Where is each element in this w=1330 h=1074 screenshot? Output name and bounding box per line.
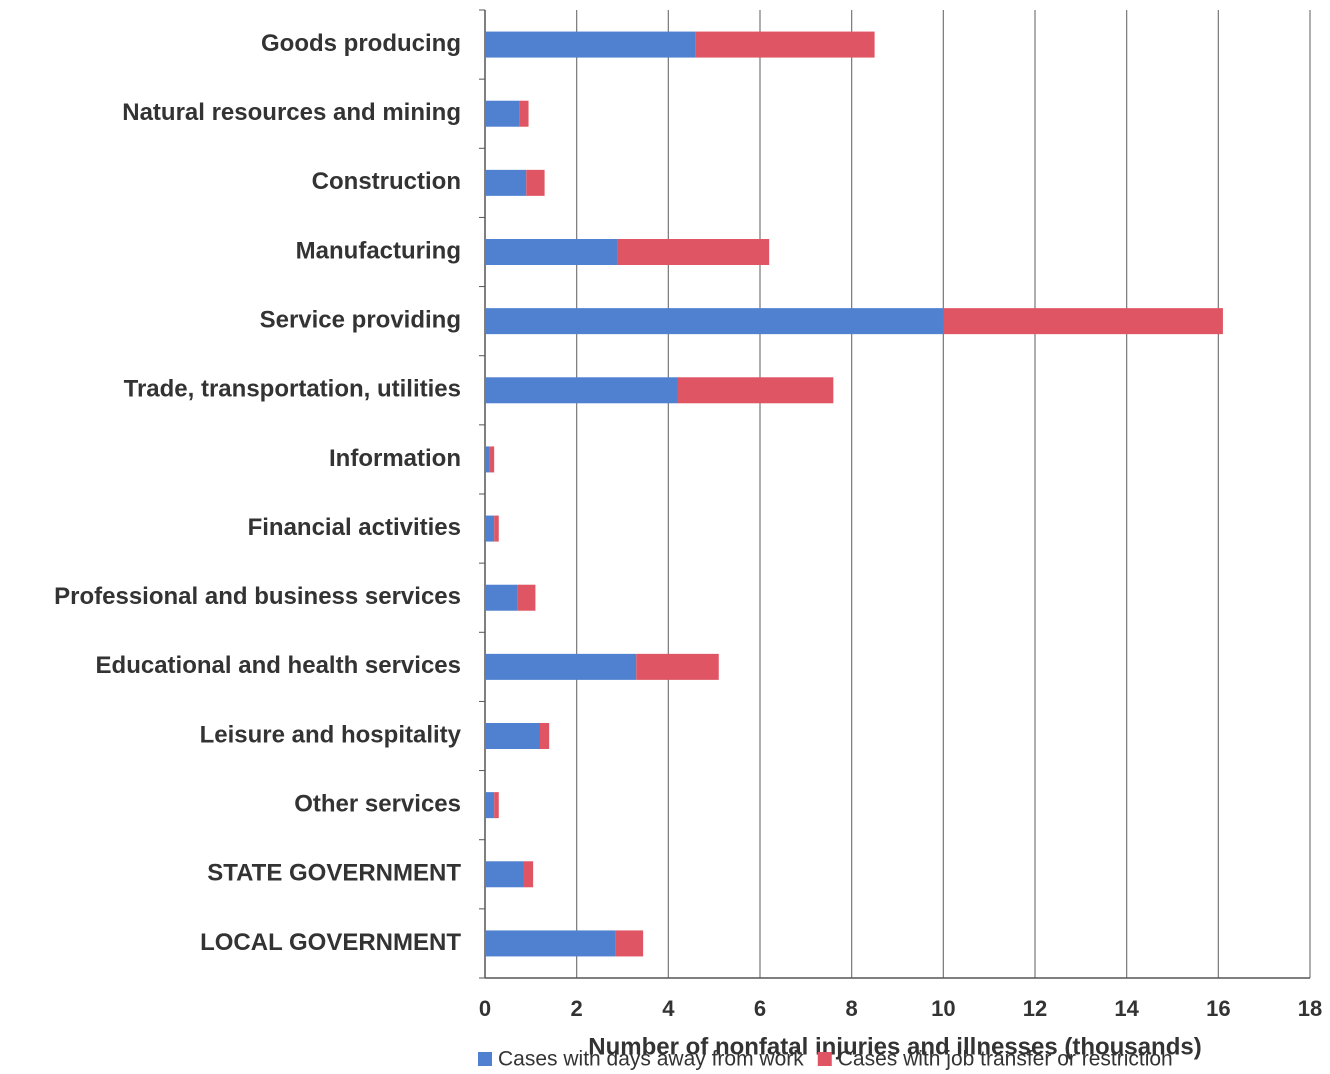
bar-segment: [677, 377, 834, 404]
bar-segment: [517, 584, 536, 611]
bar-segment: [943, 308, 1223, 335]
bar-segment: [526, 169, 545, 196]
bar-segment: [617, 239, 770, 265]
bar-segment: [494, 515, 499, 542]
bar-segment: [485, 239, 618, 265]
y-tick-label: STATE GOVERNMENT: [207, 860, 461, 887]
bar-segment: [485, 584, 518, 611]
bar-segment: [485, 377, 678, 404]
legend-label: Cases with job transfer or restriction: [838, 1048, 1173, 1071]
bar-segment: [540, 723, 550, 749]
bar-segment: [485, 723, 540, 749]
bar-segment: [485, 653, 637, 680]
bar-segment: [519, 100, 529, 127]
bar-segment: [485, 100, 520, 127]
bar-segment: [485, 792, 495, 819]
legend-swatch: [817, 1052, 832, 1066]
y-tick-label: LOCAL GOVERNMENT: [200, 929, 461, 956]
x-tick-label: 10: [931, 996, 955, 1021]
y-tick-label: Natural resources and mining: [122, 99, 461, 126]
y-tick-label: Educational and health services: [96, 652, 461, 679]
bar-segment: [523, 861, 534, 888]
x-tick-label: 6: [754, 996, 766, 1021]
bar-segment: [615, 930, 644, 957]
legend-label: Cases with days away from work: [498, 1048, 804, 1071]
x-axis-title: Number of nonfatal injuries and illnesse…: [588, 1033, 1201, 1060]
x-tick-label: 12: [1023, 996, 1047, 1021]
y-tick-label: Leisure and hospitality: [200, 721, 462, 748]
bar-segment: [485, 861, 524, 888]
y-tick-label: Construction: [312, 168, 461, 195]
y-tick-label: Professional and business services: [54, 583, 461, 610]
bar-segment: [485, 446, 490, 473]
y-tick-label: Goods producing: [261, 30, 461, 57]
bar-segment: [485, 308, 944, 335]
y-tick-label: Information: [329, 445, 461, 472]
bar-segment: [489, 446, 495, 473]
bar-segment: [485, 515, 495, 542]
x-tick-label: 16: [1206, 996, 1230, 1021]
bar-segment: [485, 930, 616, 957]
x-tick-label: 8: [846, 996, 858, 1021]
bar-segment: [485, 31, 696, 58]
x-tick-label: 0: [479, 996, 491, 1021]
x-tick-label: 14: [1114, 996, 1139, 1021]
y-tick-label: Financial activities: [248, 514, 461, 541]
y-tick-label: Trade, transportation, utilities: [124, 376, 461, 403]
bar-segment: [695, 31, 875, 58]
bar-segment: [485, 169, 527, 196]
x-tick-label: 4: [662, 996, 675, 1021]
y-tick-label: Other services: [294, 790, 461, 817]
bar-segment: [636, 653, 719, 680]
y-tick-label: Manufacturing: [296, 237, 461, 264]
x-tick-label: 2: [571, 996, 583, 1021]
x-tick-label: 18: [1298, 996, 1322, 1021]
legend-swatch: [478, 1052, 492, 1066]
bar-segment: [494, 792, 499, 819]
y-tick-label: Service providing: [260, 306, 461, 333]
